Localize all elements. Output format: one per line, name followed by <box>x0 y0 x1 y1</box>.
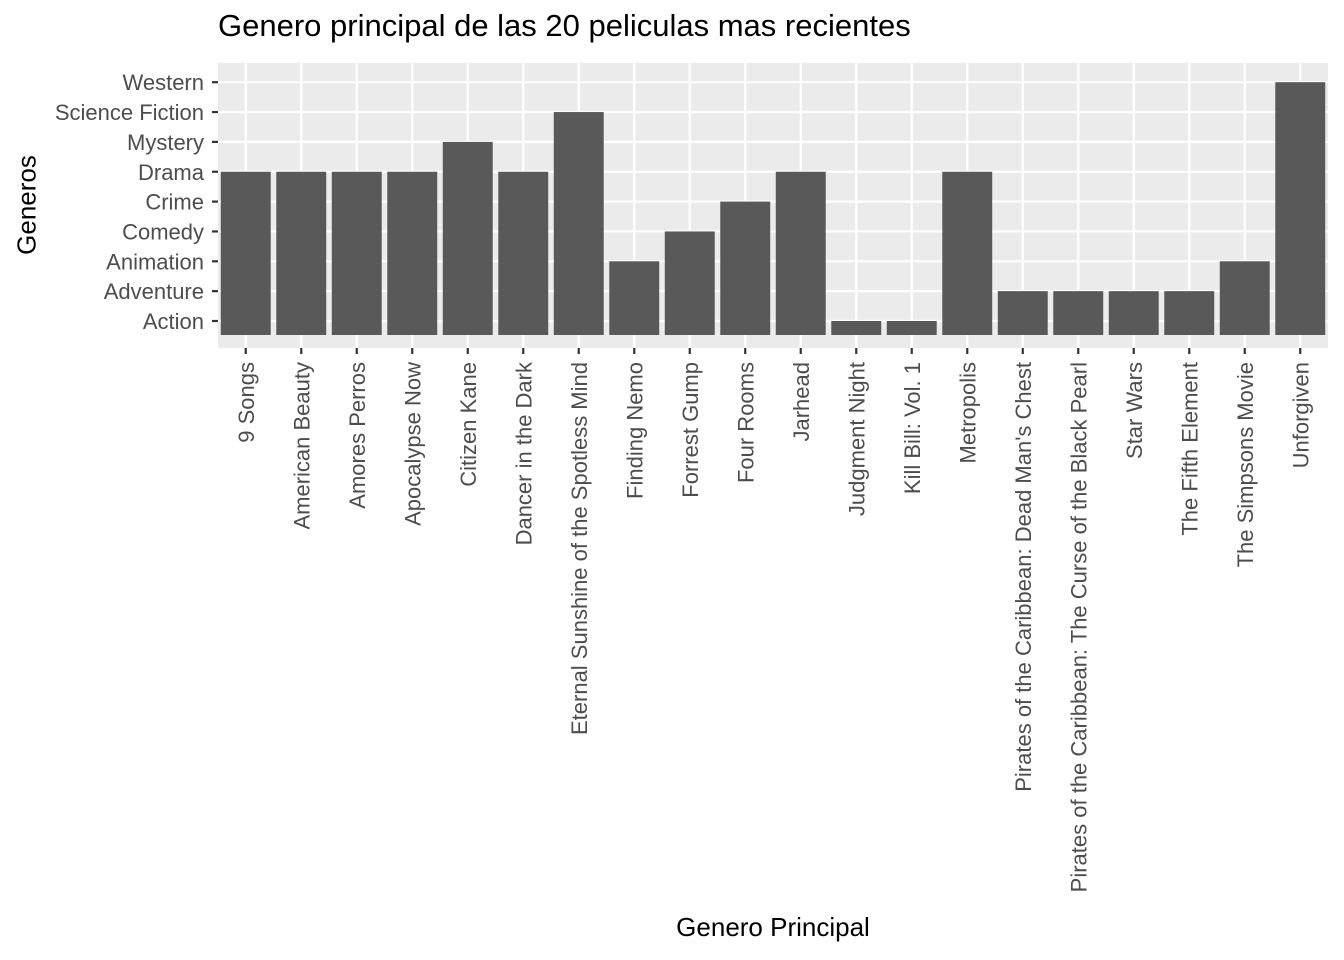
bar <box>442 141 493 335</box>
x-tick-label: Apocalypse Now <box>400 362 425 526</box>
bar <box>220 171 271 335</box>
x-tick-label: Forrest Gump <box>678 362 703 498</box>
x-tick-label: Kill Bill: Vol. 1 <box>900 362 925 494</box>
bar <box>1164 291 1215 335</box>
bar <box>831 321 882 335</box>
x-tick-label: Metropolis <box>955 362 980 463</box>
y-tick-label: Western <box>122 70 204 95</box>
bar <box>331 171 382 335</box>
bar <box>276 171 327 335</box>
x-tick-label: Pirates of the Caribbean: Dead Man's Che… <box>1011 362 1036 792</box>
bar <box>1108 291 1159 335</box>
bar <box>609 261 660 335</box>
x-tick-label: The Fifth Element <box>1177 362 1202 536</box>
y-tick-label: Animation <box>106 249 204 274</box>
x-tick-label: Eternal Sunshine of the Spotless Mind <box>567 362 592 735</box>
chart-title: Genero principal de las 20 peliculas mas… <box>218 8 911 43</box>
x-tick-label: 9 Songs <box>234 362 259 443</box>
x-axis-title: Genero Principal <box>676 912 870 942</box>
plot-panel <box>218 63 1328 348</box>
bar <box>997 291 1048 335</box>
y-tick-label: Crime <box>145 190 204 215</box>
bar <box>1219 261 1270 335</box>
bar <box>498 171 549 335</box>
y-tick-label: Science Fiction <box>55 100 204 125</box>
bar <box>1053 291 1104 335</box>
x-tick-label: Citizen Kane <box>456 362 481 487</box>
y-tick-label: Drama <box>138 160 205 185</box>
x-tick-label: Judgment Night <box>844 362 869 516</box>
x-tick-label: American Beauty <box>289 362 314 530</box>
x-tick-label: Unforgiven <box>1288 362 1313 468</box>
y-tick-label: Mystery <box>127 130 204 155</box>
x-tick-label: The Simpsons Movie <box>1233 362 1258 567</box>
x-tick-label: Star Wars <box>1122 362 1147 459</box>
x-tick-label: Dancer in the Dark <box>511 361 536 545</box>
x-tick-label: Four Rooms <box>733 362 758 483</box>
y-tick-label: Adventure <box>104 279 204 304</box>
x-tick-label: Amores Perros <box>345 362 370 509</box>
bar <box>387 171 438 335</box>
bar <box>664 231 715 335</box>
x-tick-label: Jarhead <box>789 362 814 442</box>
y-tick-label: Action <box>143 309 204 334</box>
bar <box>553 112 604 335</box>
bar <box>886 321 937 335</box>
bar <box>775 171 826 335</box>
bar <box>1275 82 1326 335</box>
bar <box>720 201 771 335</box>
bar <box>942 171 993 335</box>
y-tick-label: Comedy <box>122 219 204 244</box>
x-tick-label: Finding Nemo <box>622 362 647 499</box>
x-tick-label: Pirates of the Caribbean: The Curse of t… <box>1066 362 1091 892</box>
